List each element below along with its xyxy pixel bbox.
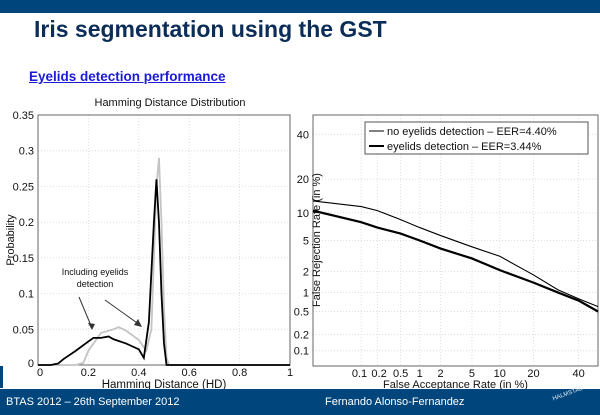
- footer-bar: BTAS 2012 – 26th September 2012 Fernando…: [0, 385, 600, 415]
- det-x-tick: 2: [438, 368, 444, 380]
- hd-x-tick: 0.8: [232, 367, 247, 379]
- halmstad-logo: HALMSTAD: [551, 385, 585, 403]
- hd-y-tick: 0.25: [13, 181, 34, 193]
- hd-y-label: Probability: [5, 214, 17, 266]
- det-x-tick: 40: [572, 368, 584, 380]
- annotation-arrow-1: [78, 296, 93, 329]
- hd-y-tick: 0.2: [19, 217, 34, 229]
- det-series-1: [312, 209, 599, 313]
- det-x-label: False Acceptance Rate (in %): [383, 379, 528, 391]
- det-x-tick: 20: [527, 368, 539, 380]
- hd-x-tick: 1: [287, 367, 293, 379]
- det-series-0: [312, 200, 599, 308]
- hd-x-tick: 0.2: [81, 367, 96, 379]
- det-y-tick: 40: [297, 129, 309, 141]
- hd-chart-title: Hamming Distance Distribution: [95, 97, 246, 109]
- det-plot-frame: [312, 114, 599, 367]
- arrowhead-icon: [88, 323, 95, 330]
- hd-x-tick: 0: [37, 367, 43, 379]
- hd-x-label: Hamming Distance (HD): [102, 379, 227, 391]
- det-legend: [364, 121, 589, 155]
- annotation: Including eyelids detection: [62, 267, 129, 289]
- arrowhead-icon: [134, 319, 142, 327]
- det-y-label: False Rejection Rate (in %): [311, 173, 323, 307]
- footer-event: BTAS 2012 – 26th September 2012: [6, 396, 180, 408]
- det-y-tick: 2: [303, 267, 309, 279]
- footer-author: Fernando Alonso-Fernandez: [325, 396, 465, 408]
- det-y-tick: 1: [303, 287, 309, 299]
- hd-y-tick: 0: [28, 358, 34, 370]
- hd-x-tick: 0.6: [182, 367, 197, 379]
- det-x-tick: 1: [417, 368, 423, 380]
- hd-y-tick: 0.05: [13, 324, 34, 336]
- det-y-tick: 0.1: [294, 346, 309, 358]
- det-y-tick: 20: [297, 174, 309, 186]
- legend-label-1: eyelids detection – EER=3.44%: [387, 141, 542, 153]
- hd-series-0: [38, 157, 290, 366]
- det-x-tick: 0.2: [371, 368, 386, 380]
- slide-title: Iris segmentation using the GST: [34, 16, 387, 42]
- hd-y-tick: 0.1: [19, 289, 34, 301]
- hd-plot-frame: [37, 114, 291, 366]
- det-y-tick: 5: [303, 235, 309, 247]
- hd-x-tick: 0.4: [131, 367, 146, 379]
- det-y-tick: 10: [297, 208, 309, 220]
- det-x-tick: 0.5: [393, 368, 408, 380]
- legend-label-0: no eyelids detection – EER=4.40%: [387, 126, 557, 138]
- subtitle-link[interactable]: Eyelids detection performance: [29, 69, 226, 84]
- det-y-tick: 0.5: [294, 306, 309, 318]
- annotation-arrow-2: [104, 299, 141, 326]
- side-strip: [0, 366, 3, 388]
- hd-series-1: [38, 179, 290, 366]
- header-bar: [0, 0, 600, 13]
- det-x-tick: 5: [469, 368, 475, 380]
- hd-y-tick: 0.35: [13, 110, 34, 122]
- det-x-tick: 0.1: [352, 368, 367, 380]
- hd-y-tick: 0.15: [13, 253, 34, 265]
- hd-y-tick: 0.3: [19, 146, 34, 158]
- det-y-tick: 0.2: [294, 330, 309, 342]
- det-x-tick: 10: [494, 368, 506, 380]
